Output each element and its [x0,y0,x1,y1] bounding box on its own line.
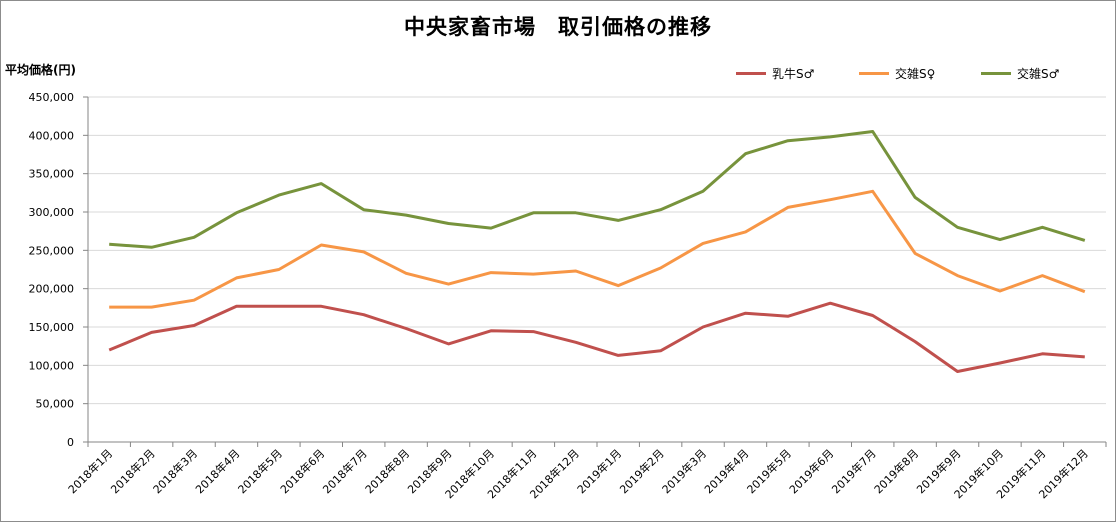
legend-swatch [981,72,1011,75]
y-tick-label: 100,000 [29,359,75,372]
chart-title: 中央家畜市場 取引価格の推移 [404,15,712,39]
y-tick-label: 350,000 [29,168,75,181]
series-line-1 [108,301,1085,373]
y-tick-label: 50,000 [36,398,75,411]
x-tick-label: 2018年4月 [192,446,242,496]
x-tick-label: 2018年7月 [320,446,370,496]
legend-label: 乳牛S♂ [772,67,815,81]
y-tick-label: 400,000 [29,129,75,142]
y-tick-label: 0 [67,436,74,449]
x-tick-label: 2019年2月 [617,446,667,496]
legend-swatch [859,72,889,75]
x-tick-label: 2018年8月 [362,446,412,496]
y-tick-label: 450,000 [29,91,75,104]
y-tick-label: 300,000 [29,206,75,219]
x-tick-label: 2018年5月 [235,446,285,496]
x-tick-label: 2019年1月 [574,446,624,496]
x-tick-label: 2018年2月 [108,446,158,496]
x-tick-label: 2019年3月 [659,446,709,496]
legend-label: 交雑S♂ [1017,67,1060,81]
legend-swatch [736,72,766,75]
y-axis-label: 平均価格(円) [5,63,76,77]
series-line-2 [109,189,1086,309]
legend-label: 交雑S♀ [895,67,936,81]
x-tick-label: 2019年8月 [871,446,921,496]
x-tick-label: 2019年7月 [829,446,879,496]
y-tick-label: 200,000 [29,283,75,296]
x-tick-label: 2018年3月 [150,446,200,496]
x-tick-label: 2018年1月 [65,446,115,496]
x-tick-label: 2019年4月 [701,446,751,496]
y-tick-label: 250,000 [29,244,75,257]
y-tick-label: 150,000 [29,321,75,334]
x-tick-label: 2018年6月 [277,446,327,496]
x-tick-label: 2019年6月 [786,446,836,496]
series-line-3 [109,130,1086,249]
legend-item: 交雑S♀ [859,65,935,82]
legend-item: 交雑S♂ [981,65,1059,82]
x-tick-label: 2019年5月 [744,446,794,496]
legend-item: 乳牛S♂ [736,65,814,82]
